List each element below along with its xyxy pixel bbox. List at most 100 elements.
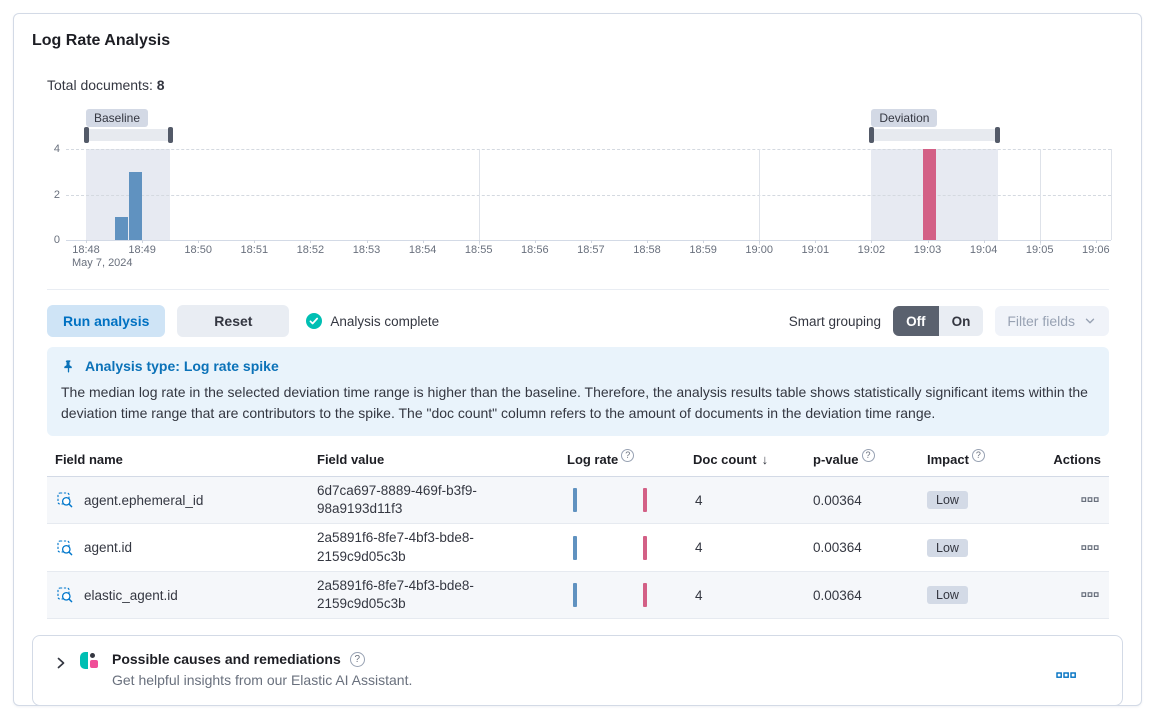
header-log-rate[interactable]: Log rate? — [567, 449, 693, 467]
log-rate-sparkline — [567, 487, 659, 513]
x-tick — [927, 240, 929, 243]
field-value: 2a5891f6-8fe7-4bf3-bde8-2159c9d05c3b — [317, 577, 474, 612]
x-tick — [647, 240, 648, 243]
document-count-chart[interactable]: Baseline Deviation 0 2 4 18:48 18:49 18:50 18:51… — [47, 101, 1112, 271]
x-tick — [1095, 240, 1097, 243]
x-axis-label: 19:02 — [857, 244, 886, 256]
possible-causes-accordion[interactable]: Possible causes and remediations ? Get h… — [32, 635, 1123, 707]
plot-right-edge — [1111, 149, 1112, 240]
baseline-brush-handle-right[interactable] — [167, 127, 173, 143]
field-filter-icon[interactable] — [55, 490, 75, 510]
sort-descending-icon[interactable]: ↓ — [761, 452, 769, 467]
field-filter-icon[interactable] — [55, 538, 75, 558]
field-value: 2a5891f6-8fe7-4bf3-bde8-2159c9d05c3b — [317, 530, 474, 564]
x-axis-label: 19:01 — [801, 244, 830, 256]
header-impact[interactable]: Impact? — [927, 449, 1041, 467]
question-in-circle-icon[interactable]: ? — [621, 449, 635, 462]
smart-grouping-label: Smart grouping — [788, 313, 882, 329]
p-value: 0.00364 — [813, 587, 862, 603]
check-circle-icon — [305, 312, 323, 330]
x-tick — [254, 240, 256, 243]
x-axis-label: 18:48 — [72, 244, 100, 256]
field-filter-icon[interactable] — [55, 585, 75, 605]
y-axis-label: 0 — [53, 234, 60, 246]
row-actions-icon[interactable] — [1079, 494, 1101, 506]
header-field-name[interactable]: Field name — [55, 452, 123, 467]
x-gridline — [1039, 149, 1041, 245]
x-tick — [478, 240, 480, 243]
x-axis-label: 18:51 — [240, 244, 269, 256]
y-gridline — [66, 194, 1111, 196]
x-axis-label: 19:06 — [1082, 244, 1110, 256]
x-tick — [534, 240, 536, 243]
chevron-right-icon[interactable] — [51, 653, 71, 673]
x-tick — [759, 240, 761, 243]
x-axis-label: 19:04 — [969, 244, 998, 256]
header-p-value[interactable]: p-value? — [813, 449, 927, 467]
p-value: 0.00364 — [813, 492, 862, 508]
header-field-value[interactable]: Field value — [317, 452, 385, 467]
analysis-type-callout: Analysis type: Log rate spike The median… — [47, 347, 1109, 436]
smart-grouping-off-option[interactable]: Off — [893, 306, 939, 336]
row-actions-icon[interactable] — [1079, 589, 1101, 601]
x-tick — [815, 240, 817, 243]
table-row: agent.ephemeral_id 6d7ca697-8889-469f-b3… — [47, 477, 1109, 525]
x-tick — [703, 240, 705, 243]
doc-count-value: 4 — [695, 540, 703, 556]
x-axis-label: 18:55 — [464, 244, 493, 256]
baseline-brush[interactable] — [86, 129, 171, 141]
header-doc-count[interactable]: Doc count ↓ — [693, 452, 769, 467]
log-rate-analysis-panel: Log Rate Analysis Total documents: 8 Bas… — [13, 13, 1142, 707]
smart-grouping-toggle: Off On — [893, 306, 984, 336]
log-rate-sparkline — [567, 582, 659, 608]
page-title: Log Rate Analysis — [32, 32, 171, 49]
footer-title: Possible causes and remediations — [112, 651, 341, 668]
deviation-brush[interactable] — [871, 129, 998, 141]
x-tick — [310, 240, 312, 243]
deviation-badge: Deviation — [871, 109, 938, 127]
callout-body-text: The median log rate in the selected devi… — [61, 384, 1088, 421]
impact-badge: Low — [927, 586, 968, 605]
x-axis-label: 18:54 — [408, 244, 437, 256]
header-actions: Actions — [1053, 452, 1101, 467]
x-tick — [142, 240, 144, 243]
footer-subtitle: Get helpful insights from our Elastic AI… — [112, 672, 413, 689]
smart-grouping-on-option[interactable]: On — [938, 306, 984, 336]
table-row: agent.id 2a5891f6-8fe7-4bf3-bde8-2159c9d… — [47, 524, 1109, 572]
analysis-status-label: Analysis complete — [330, 313, 440, 329]
deviation-brush-handle-right[interactable] — [995, 127, 1001, 143]
log-rate-sparkline — [567, 535, 659, 561]
impact-badge: Low — [927, 538, 968, 557]
row-actions-icon[interactable] — [1079, 542, 1101, 554]
y-gridline — [66, 149, 1111, 150]
table-row: elastic_agent.id 2a5891f6-8fe7-4bf3-bde8… — [47, 571, 1109, 620]
x-gridline — [759, 149, 761, 245]
table-header-row: Field name Field value Log rate? Doc cou… — [47, 445, 1109, 477]
sparkline-deviation-bar — [643, 583, 647, 608]
x-gridline — [478, 149, 480, 245]
filter-fields-button[interactable]: Filter fields — [995, 306, 1109, 336]
question-in-circle-icon[interactable]: ? — [861, 449, 875, 462]
deviation-brush-handle-left[interactable] — [868, 127, 874, 143]
baseline-brush-handle-left[interactable] — [83, 127, 89, 143]
x-tick — [86, 240, 87, 243]
total-documents-value: 8 — [156, 77, 165, 93]
histogram-bar-baseline — [114, 217, 128, 240]
x-axis-label: 18:52 — [296, 244, 325, 256]
x-axis-label: 18:56 — [521, 244, 549, 256]
question-in-circle-icon[interactable]: ? — [349, 651, 365, 667]
x-tick — [983, 240, 985, 243]
results-table: Field name Field value Log rate? Doc cou… — [47, 445, 1109, 620]
run-analysis-button[interactable]: Run analysis — [47, 305, 166, 337]
question-in-circle-icon[interactable]: ? — [971, 449, 985, 462]
impact-badge: Low — [927, 491, 968, 510]
x-axis-line — [66, 240, 1111, 241]
actions-menu-icon[interactable] — [1054, 669, 1078, 682]
reset-button[interactable]: Reset — [177, 305, 290, 337]
field-value: 6d7ca697-8889-469f-b3f9-98a9193d11f3 — [317, 483, 477, 517]
baseline-badge: Baseline — [86, 109, 149, 127]
x-axis-label: 18:50 — [184, 244, 212, 256]
field-name: elastic_agent.id — [84, 587, 178, 603]
field-name: agent.id — [84, 540, 133, 556]
table-body: agent.ephemeral_id 6d7ca697-8889-469f-b3… — [47, 477, 1109, 620]
